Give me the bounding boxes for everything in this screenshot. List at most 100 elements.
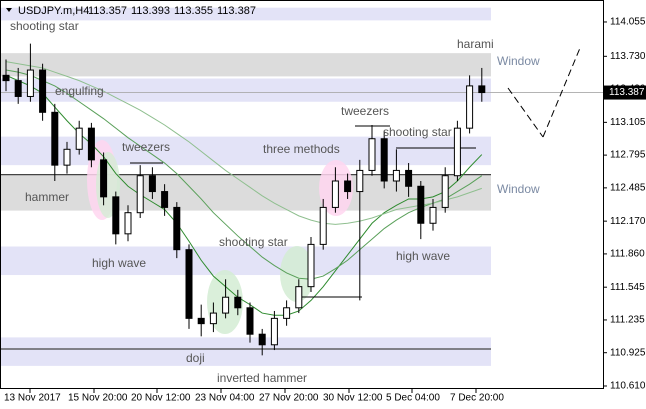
candle-body: [161, 191, 169, 208]
zone: [1, 337, 491, 366]
x-tick-label: 23 Nov 04:00: [195, 393, 255, 404]
y-tick-label: 110.925: [610, 347, 646, 358]
candle-body: [453, 127, 461, 177]
candle-body: [136, 175, 144, 214]
x-tick-label: 20 Nov 12:00: [131, 393, 191, 404]
y-tick-label: 111.860: [610, 249, 645, 260]
zone: [1, 53, 491, 77]
y-tick-label: 111.235: [610, 315, 645, 326]
candle-body: [209, 312, 217, 325]
annotation: tweezers: [341, 104, 389, 118]
quote-low: 113.355: [174, 5, 213, 17]
candle-body: [26, 69, 34, 97]
candle-body: [258, 333, 266, 346]
candle-body: [112, 196, 120, 235]
header-icon: [6, 8, 12, 12]
y-tick-label: 112.170: [610, 216, 646, 227]
pattern-markers: [130, 125, 476, 298]
symbol: USDJPY.m,H4: [18, 5, 89, 17]
y-tick-label: 113.105: [610, 117, 646, 128]
candle-body: [39, 69, 47, 113]
candle-body: [270, 317, 278, 346]
candle-body: [392, 169, 400, 182]
y-tick-label: 112.485: [610, 183, 646, 194]
x-tick-label: 5 Dec 04:00: [386, 393, 440, 404]
candle-body: [331, 180, 339, 208]
plot-frame: [0, 0, 604, 389]
x-tick-label: 13 Nov 2017: [4, 393, 61, 404]
zones: [1, 7, 491, 366]
candle-body: [185, 249, 193, 319]
candle-body: [478, 85, 486, 94]
candle-body: [283, 307, 291, 319]
projection-line: [542, 47, 581, 138]
candle-body: [307, 243, 315, 288]
annotation: harami: [457, 37, 494, 51]
candle-body: [173, 206, 181, 251]
candle-body: [368, 138, 376, 171]
annotation: shooting star: [383, 125, 452, 139]
projection: [507, 47, 581, 138]
candle-body: [246, 307, 254, 335]
zone: [1, 136, 491, 166]
candle-body: [429, 206, 437, 224]
candle-body: [295, 286, 303, 309]
annotation: Window: [497, 54, 540, 68]
candle-body: [87, 127, 95, 161]
candle-body: [405, 169, 413, 187]
moving-average: [5, 69, 483, 280]
annotations: shooting star engulfing hammer tweezers high…: [10, 19, 540, 385]
annotation: hammer: [25, 190, 69, 204]
y-tick-label: 114.055: [610, 17, 646, 28]
x-tick-label: 27 Nov 20:00: [259, 393, 319, 404]
quote-open: 113.357: [88, 5, 127, 17]
annotation: shooting star: [219, 235, 288, 249]
candle-body: [319, 206, 327, 245]
x-tick-label: 7 Dec 20:00: [450, 393, 504, 404]
moving-average: [5, 61, 482, 225]
annotation: high wave: [92, 256, 146, 270]
candle-body: [380, 138, 388, 182]
price-tag: [604, 85, 646, 100]
candle-body: [234, 296, 242, 309]
zone: [1, 246, 491, 276]
axes: 114.055113.730113.420113.105112.795112.4…: [4, 17, 646, 404]
candle-body: [2, 74, 10, 82]
moving-average: [5, 74, 483, 316]
candle-body: [14, 80, 22, 97]
annotation: inverted hammer: [217, 371, 307, 385]
candle-body: [344, 180, 352, 193]
annotation: high wave: [396, 249, 450, 263]
x-tick-label: 15 Nov 20:00: [68, 393, 128, 404]
quote-high: 113.393: [131, 5, 170, 17]
annotation: three methods: [263, 142, 340, 156]
quote-close: 113.387: [217, 5, 256, 17]
x-tick-label: 30 Nov 12:00: [323, 393, 383, 404]
annotation: shooting star: [10, 19, 79, 33]
moving-averages: [1, 61, 603, 316]
annotation: Window: [497, 182, 540, 196]
y-tick-label: 111.545: [610, 282, 645, 293]
candle-body: [148, 175, 156, 193]
candle-body: [63, 148, 71, 166]
highlight: [280, 246, 314, 302]
y-tick-label: 110.610: [610, 381, 646, 392]
candle-body: [100, 159, 108, 198]
header: USDJPY.m,H4 113.357 113.393 113.355 113.…: [6, 5, 256, 17]
candle-body: [222, 296, 230, 314]
y-tick-label: 113.730: [610, 51, 646, 62]
projection-line: [507, 87, 544, 138]
candle-body: [466, 85, 474, 129]
annotation: tweezers: [122, 140, 170, 154]
candle-body: [51, 111, 59, 166]
price-tag-label: 113.387: [609, 87, 645, 98]
candle-body: [356, 169, 364, 193]
candle-body: [417, 185, 425, 224]
candle-body: [75, 127, 83, 150]
candles: [2, 43, 486, 356]
zone: [1, 78, 491, 102]
y-tick-label: 112.795: [610, 150, 646, 161]
candle-body: [197, 317, 205, 325]
candle-body: [441, 175, 449, 208]
